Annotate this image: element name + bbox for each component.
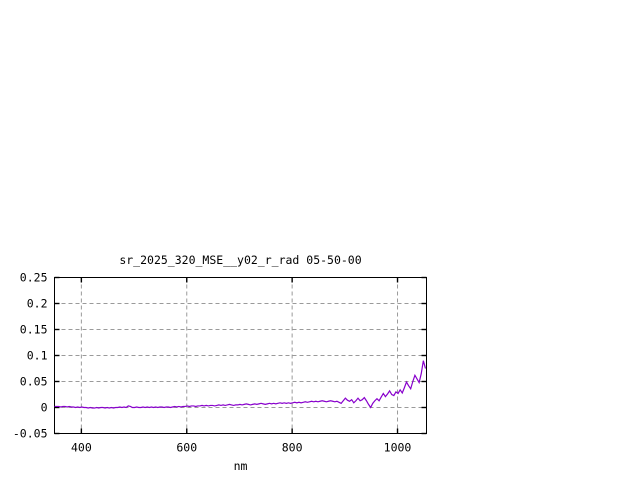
series-line-0 [54,360,427,409]
y-tick-label: 0.05 [20,375,48,389]
data-series-group [54,360,427,409]
y-tick-label: 0.15 [20,323,48,337]
y-gridlines [54,303,427,408]
y-tick-label: 0 [41,401,48,415]
x-tick-label: 1000 [384,441,412,455]
y-tick-labels: -0.05 0 0.05 0.1 0.15 0.2 0.25 [13,271,48,441]
y-axis-ticks [54,276,427,435]
y-tick-label: 0.1 [27,349,48,363]
y-tick-label: -0.05 [13,427,48,441]
y-tick-label: 0.25 [20,271,48,285]
x-tick-labels: 400 600 800 1000 [71,441,411,455]
x-axis-ticks [80,277,399,434]
chart-title: sr_2025_320_MSE__y02_r_rad 05-50-00 [119,253,361,267]
y-tick-label: 0.2 [27,297,48,311]
x-axis-title: nm [234,459,248,473]
x-tick-label: 600 [176,441,197,455]
x-tick-label: 400 [71,441,92,455]
x-tick-label: 800 [282,441,303,455]
